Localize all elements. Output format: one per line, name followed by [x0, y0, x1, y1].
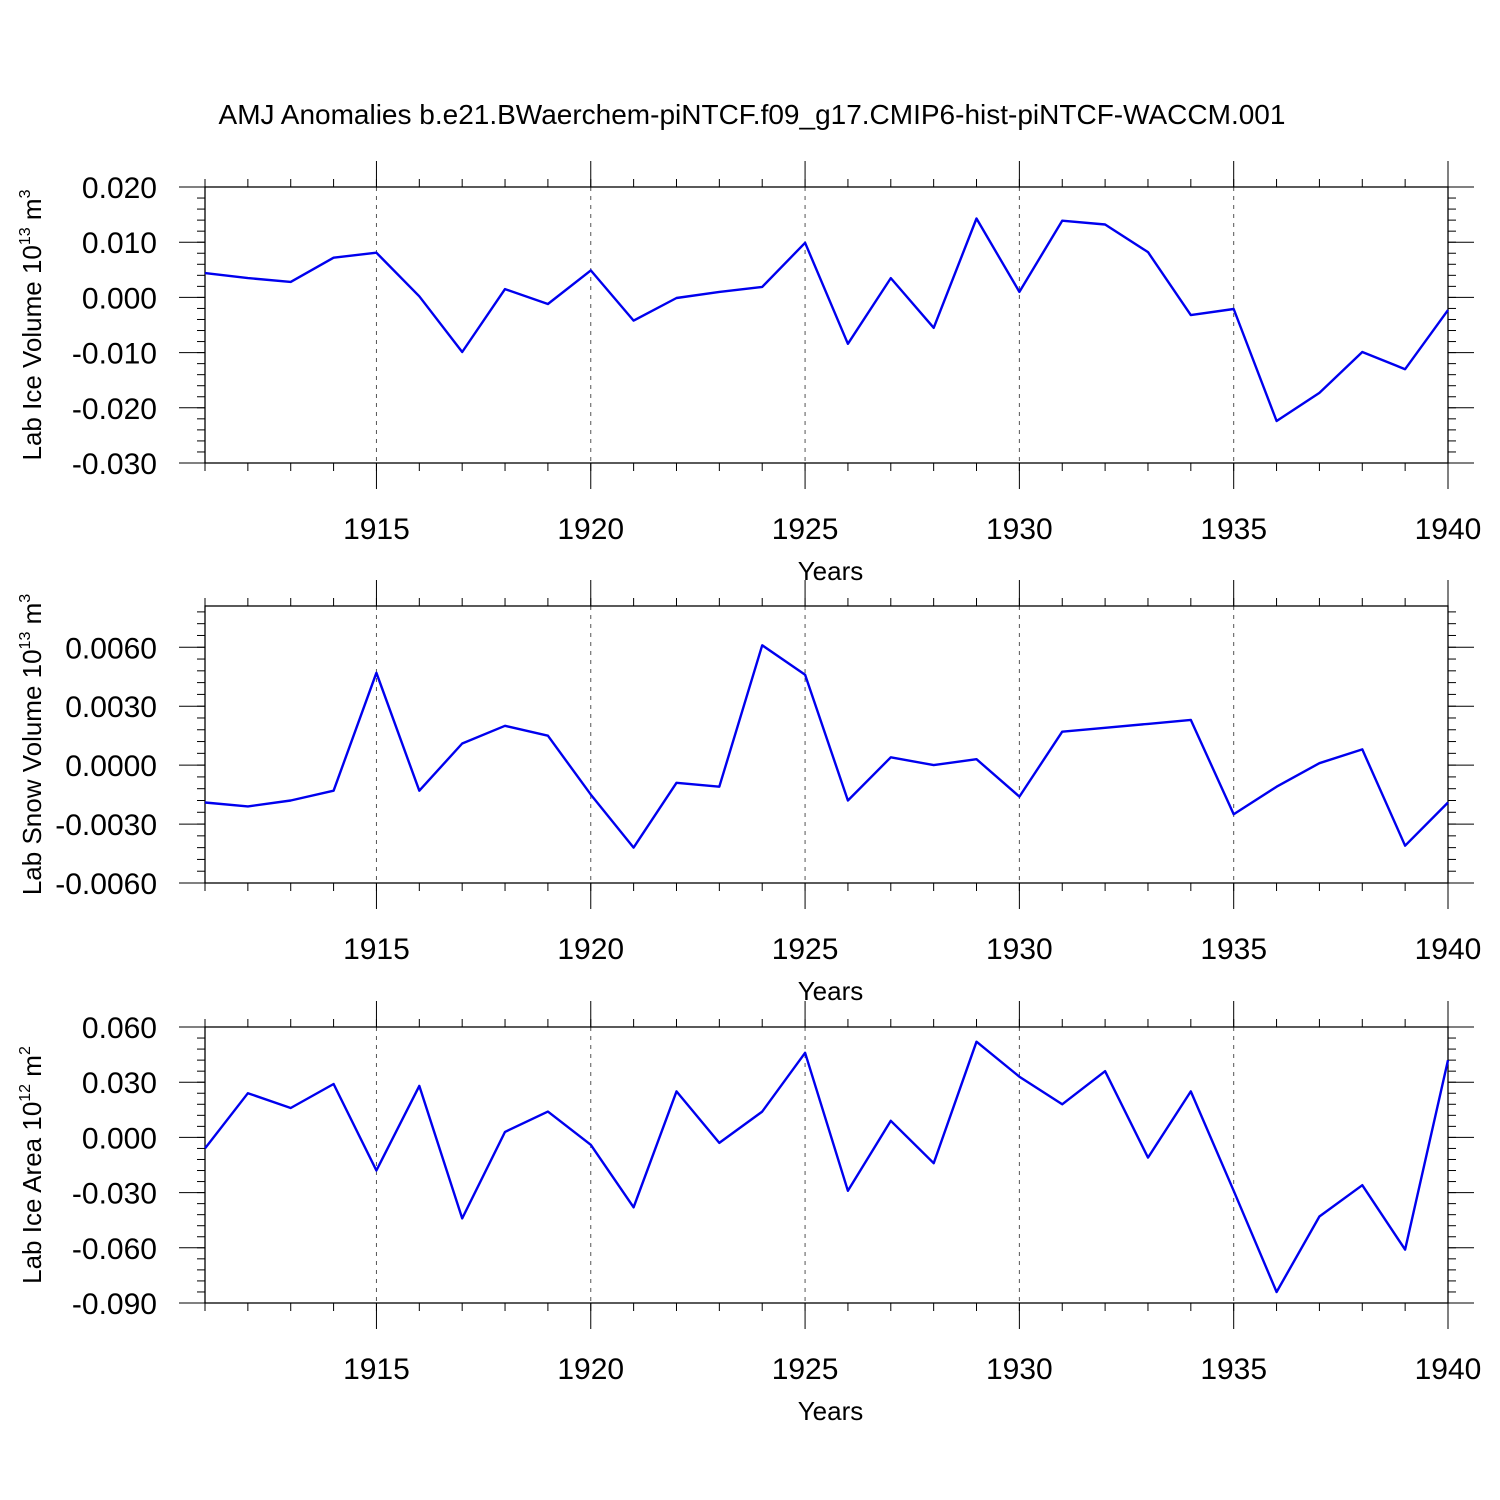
y-axis-title-unit-exponent: 3	[17, 189, 34, 198]
y-axis-title: Lab Snow Volume 1013 m3	[17, 594, 47, 895]
y-tick-label: -0.060	[72, 1233, 157, 1266]
panels: -0.030 -0.020 -0.010 0.000 0.010 0.020 1915 192…	[17, 161, 1481, 1426]
y-tick-label: -0.0060	[55, 868, 157, 901]
plot-frame	[204, 1026, 1449, 1304]
y-tick-label: -0.030	[72, 1178, 157, 1211]
x-tick-label: 1935	[1200, 1353, 1267, 1386]
y-tick-label: 0.010	[82, 227, 157, 260]
x-axis-title: Years	[798, 976, 864, 1006]
y-axis-title-text: Lab Snow Volume 10	[17, 649, 47, 895]
y-axis-title-text: Lab Ice Area 10	[17, 1102, 47, 1284]
x-tick-label: 1920	[557, 1353, 624, 1386]
y-tick-label: -0.020	[72, 393, 157, 426]
y-axis-title-unit: m	[17, 198, 47, 227]
y-tick-label: 0.000	[82, 282, 157, 315]
plot-frame	[204, 605, 1449, 884]
y-tick-label: -0.0030	[55, 809, 157, 842]
y-tick-label: 0.0000	[65, 750, 157, 783]
x-tick-label: 1915	[343, 513, 410, 546]
y-axis-title-unit: m	[17, 603, 47, 632]
y-axis-title-exponent: 12	[17, 1084, 34, 1102]
x-tick-label: 1935	[1200, 513, 1267, 546]
plot-frame	[204, 186, 1449, 464]
x-tick-label: 1920	[557, 933, 624, 966]
chart-panel-3: -0.090 -0.060 -0.030 0.000 0.030 0.060 1915 192…	[17, 1001, 1481, 1426]
x-tick-label: 1940	[1415, 513, 1482, 546]
y-tick-label: 0.000	[82, 1122, 157, 1155]
y-tick-label: 0.060	[82, 1012, 157, 1045]
x-axis-title: Years	[798, 556, 864, 586]
y-tick-label: 0.020	[82, 172, 157, 205]
x-tick-label: 1940	[1415, 933, 1482, 966]
x-tick-label: 1930	[986, 513, 1053, 546]
x-tick-label: 1930	[986, 933, 1053, 966]
x-tick-label: 1925	[772, 513, 839, 546]
y-axis-title-exponent: 13	[17, 632, 34, 650]
y-axis-title-exponent: 13	[17, 227, 34, 245]
y-axis-title-unit-exponent: 2	[17, 1046, 34, 1055]
x-tick-label: 1935	[1200, 933, 1267, 966]
y-axis-title: Lab Ice Area 1012 m2	[17, 1046, 47, 1284]
y-tick-label: -0.030	[72, 448, 157, 481]
y-axis-title-text: Lab Ice Volume 10	[17, 245, 47, 460]
series-line	[204, 217, 1449, 423]
chart-panel-1: -0.030 -0.020 -0.010 0.000 0.010 0.020 1915 192…	[17, 161, 1481, 586]
y-tick-label: 0.0060	[65, 632, 157, 665]
y-tick-label: 0.0030	[65, 691, 157, 724]
series-line	[204, 1040, 1450, 1294]
x-tick-label: 1940	[1415, 1353, 1482, 1386]
x-tick-label: 1925	[772, 933, 839, 966]
x-tick-label: 1920	[557, 513, 624, 546]
series-line	[204, 644, 1449, 849]
y-tick-label: 0.030	[82, 1067, 157, 1100]
figure-title: AMJ Anomalies b.e21.BWaerchem-piNTCF.f09…	[219, 99, 1286, 130]
x-tick-label: 1915	[343, 933, 410, 966]
y-axis-title-unit-exponent: 3	[17, 594, 34, 603]
chart-panel-2: -0.0060 -0.0030 0.0000 0.0030 0.0060 1915 1920…	[17, 580, 1481, 1006]
x-tick-label: 1915	[343, 1353, 410, 1386]
y-tick-label: -0.010	[72, 338, 157, 371]
y-tick-label: -0.090	[72, 1288, 157, 1321]
x-tick-label: 1925	[772, 1353, 839, 1386]
y-axis-title-unit: m	[17, 1055, 47, 1084]
y-axis-title: Lab Ice Volume 1013 m3	[17, 189, 47, 460]
x-axis-title: Years	[798, 1396, 864, 1426]
x-tick-label: 1930	[986, 1353, 1053, 1386]
